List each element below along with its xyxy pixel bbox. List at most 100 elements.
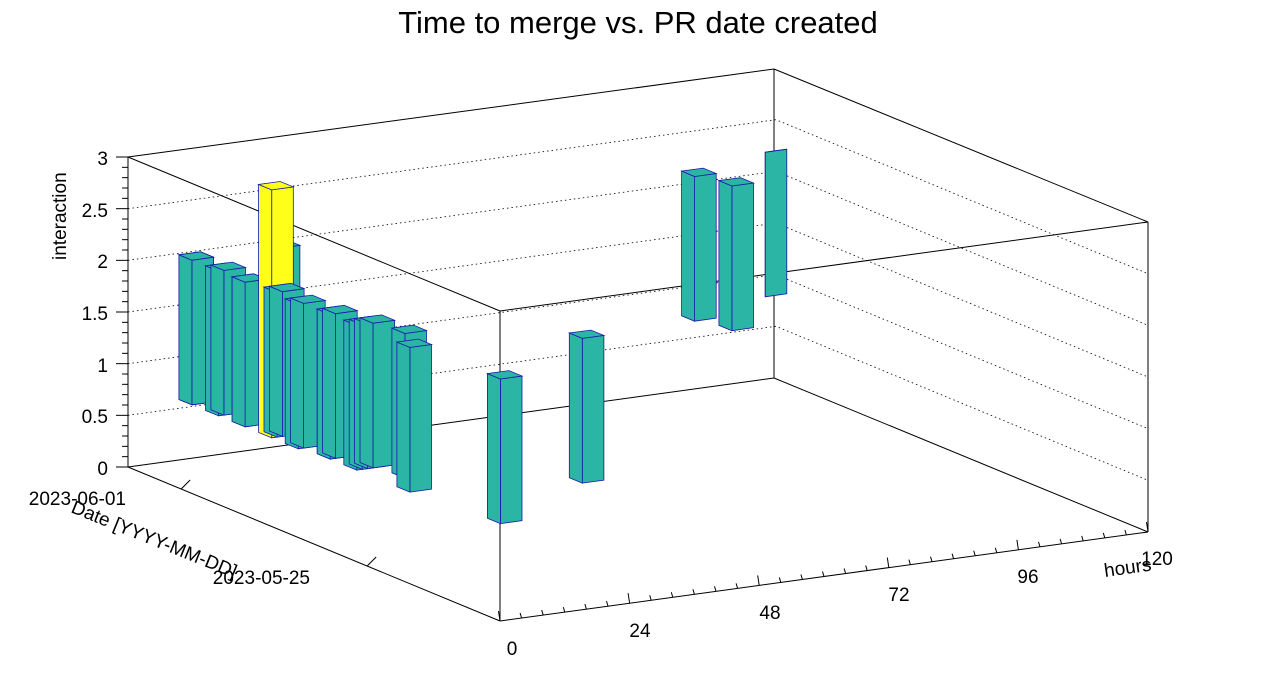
x-tick — [800, 574, 803, 580]
x-tick-label: 72 — [888, 585, 909, 606]
x-tick — [908, 559, 911, 565]
bar — [485, 370, 524, 525]
x-tick-label: 0 — [507, 639, 518, 660]
x-tick — [1146, 521, 1149, 533]
x-tick — [541, 609, 544, 616]
x-tick — [1102, 532, 1106, 539]
bar — [764, 148, 788, 298]
y-axis-line — [127, 466, 501, 622]
right-floor-edge — [773, 377, 1149, 533]
front-top-edge — [499, 221, 1149, 312]
bar-side-face — [231, 276, 246, 428]
bar-top-face — [177, 251, 216, 261]
bar-top-face — [395, 338, 434, 348]
x-tick-label: 120 — [1141, 549, 1173, 570]
x-tick — [757, 575, 760, 586]
y-tick-label: 2023-05-25 — [213, 568, 310, 589]
x-tick-label: 48 — [759, 603, 780, 624]
x-tick — [584, 603, 587, 610]
x-tick — [1124, 529, 1127, 536]
x-tick — [714, 586, 717, 592]
x-tick-label: 96 — [1017, 567, 1038, 588]
y-axis-title: Date [YYYY-MM-DD] — [68, 497, 240, 583]
x-tick-label: 24 — [629, 621, 651, 642]
bar-top-face — [485, 370, 524, 380]
z-tick-label: 1.5 — [82, 304, 108, 325]
x-tick — [606, 601, 609, 607]
bar-side-face — [568, 332, 583, 484]
x-tick — [627, 593, 631, 604]
x-tick — [994, 547, 998, 553]
bar-top-face — [257, 181, 295, 191]
bar-top-face — [390, 324, 429, 334]
bar-side-face — [681, 170, 695, 322]
back-top-edge — [127, 68, 775, 158]
back-floor-edge — [127, 377, 775, 468]
chart-title: Time to merge vs. PR date created — [398, 5, 878, 40]
z-tick-label: 0 — [97, 459, 108, 480]
bar-front-face — [581, 334, 605, 484]
x-tick — [973, 550, 976, 556]
y-tick — [366, 556, 377, 567]
bar — [395, 338, 434, 493]
x-tick — [735, 583, 739, 589]
z-tick-label: 0.5 — [82, 407, 108, 428]
z-axis-title: interaction — [50, 172, 71, 260]
x-tick — [951, 553, 955, 559]
x-tick — [1038, 541, 1041, 547]
z-tick-label: 2.5 — [82, 201, 108, 222]
bar-top-face — [321, 304, 359, 315]
bar-side-face — [486, 373, 501, 525]
x-tick — [865, 565, 868, 571]
z-tick-label: 2 — [97, 252, 108, 273]
z-tick-label: 3 — [97, 149, 108, 170]
x-tick — [930, 556, 933, 562]
bar-front-face — [764, 148, 788, 298]
z-tick-label: 1 — [97, 356, 108, 377]
x-axis-title: hours — [1103, 555, 1153, 582]
bar-top-face — [717, 177, 756, 187]
bar — [567, 329, 606, 484]
bar-front-face — [731, 182, 754, 332]
bar-front-face — [499, 375, 523, 525]
x-tick — [670, 592, 674, 598]
x-tick — [562, 606, 566, 613]
x-tick — [822, 571, 825, 577]
bar-top-face — [358, 314, 397, 324]
bar — [717, 177, 756, 332]
x-tick — [886, 557, 890, 568]
x-tick — [692, 589, 695, 595]
left-top-edge — [127, 156, 501, 312]
bar-front-face — [409, 344, 432, 493]
x-tick — [778, 577, 782, 583]
x-tick — [519, 612, 523, 619]
right-top-edge — [773, 68, 1149, 223]
bar-top-face — [765, 148, 787, 153]
bar-side-face — [718, 180, 733, 332]
bar-front-face — [372, 319, 396, 469]
x-tick — [498, 610, 501, 622]
bar-top-face — [680, 167, 718, 177]
bar-top-face — [267, 282, 306, 293]
front-axes — [127, 466, 1149, 622]
x-tick — [1016, 539, 1019, 550]
bar-side-face — [396, 341, 411, 493]
bar-side-face — [178, 254, 193, 406]
bar-side-face — [290, 297, 305, 449]
y-tick — [180, 479, 191, 490]
bar — [358, 314, 397, 469]
x-tick — [649, 595, 652, 601]
x-tick — [1059, 538, 1063, 545]
bar-top-face — [209, 261, 248, 271]
bar-side-face — [210, 264, 225, 416]
y-tick-label: 2023-06-01 — [29, 489, 126, 510]
bar-top-face — [567, 329, 606, 339]
x-tick — [1081, 535, 1084, 542]
bar-side-face — [268, 285, 283, 437]
bar-front-face — [694, 173, 717, 322]
x-tick — [843, 568, 847, 574]
bar-side-face — [322, 307, 337, 459]
axis-ticks — [116, 156, 1149, 622]
bars — [177, 148, 788, 525]
